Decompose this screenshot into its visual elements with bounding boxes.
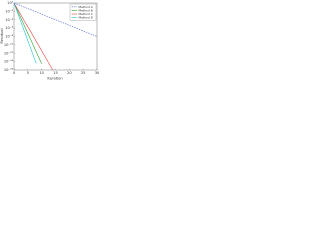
y-tick-label: 10⁻¹² xyxy=(4,51,14,55)
y-tick-label: 10⁻² xyxy=(5,9,13,13)
x-axis-label: Iteration xyxy=(47,77,62,81)
x-tick-label: 30 xyxy=(95,71,100,75)
y-tick-label: 10⁻¹⁴ xyxy=(4,60,14,64)
y-tick-label: 10⁻⁶ xyxy=(5,26,13,30)
legend-box xyxy=(69,3,97,21)
series-line xyxy=(13,2,37,64)
series-line xyxy=(13,2,42,64)
y-tick-label: 10⁻¹⁶ xyxy=(4,68,14,72)
legend-label: Method B xyxy=(79,8,93,12)
y-tick-label: 10⁻⁸ xyxy=(5,35,13,39)
x-tick-label: 25 xyxy=(81,71,86,75)
x-tick-label: 10 xyxy=(39,71,44,75)
x-tick-label: 0 xyxy=(13,71,16,75)
series-line xyxy=(13,2,53,71)
legend-label: Method A xyxy=(79,5,94,9)
x-tick-label: 5 xyxy=(27,71,29,75)
legend-label: Method C xyxy=(79,12,93,16)
x-tick-label: 15 xyxy=(53,71,58,75)
y-tick-label: 10⁰ xyxy=(7,1,14,5)
y-axis-label: Residual xyxy=(0,28,4,43)
x-tick-label: 20 xyxy=(67,71,72,75)
y-tick-label: 10⁻⁴ xyxy=(5,18,13,22)
y-tick-label: 10⁻¹⁰ xyxy=(4,43,14,47)
chart: Iteration Residual 10⁰ 10⁻² 10⁻⁴ 10⁻⁶ 10⁻⁸ 10… xyxy=(0,1,100,81)
legend-label: Method D xyxy=(79,16,94,20)
